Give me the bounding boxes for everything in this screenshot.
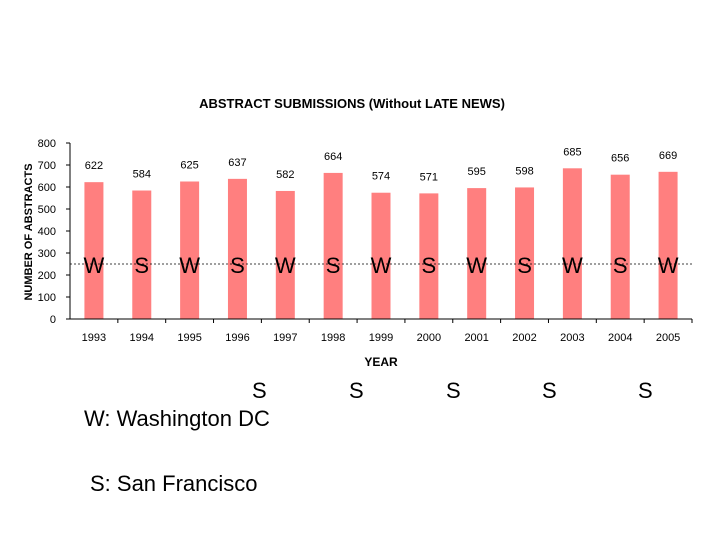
value-label: 656 [611, 153, 629, 165]
x-tick-label: 2002 [512, 332, 536, 344]
extra-letter: S [542, 378, 557, 403]
y-axis-label: NUMBER OF ABSTRACTS [23, 163, 35, 300]
bar [84, 182, 104, 319]
city-letter: W [84, 253, 105, 278]
city-letter: S [326, 253, 341, 278]
extra-letter: S [349, 378, 364, 403]
bars-group [84, 168, 678, 319]
bar [132, 190, 152, 319]
y-tick-label: 700 [38, 160, 56, 172]
x-tick-label: 1994 [130, 332, 154, 344]
city-letter: S [613, 253, 628, 278]
value-label: 664 [324, 151, 342, 163]
value-label: 582 [276, 169, 294, 181]
y-axis: 0 100 200 300 400 500 600 700 800 [38, 138, 70, 326]
y-tick-label: 0 [50, 314, 56, 326]
value-label: 595 [468, 166, 486, 178]
value-label: 571 [420, 171, 438, 183]
extra-letter: S [252, 378, 267, 403]
x-tick-label: 1993 [82, 332, 106, 344]
value-label: 622 [85, 160, 103, 172]
value-labels: 622 584 625 637 582 664 574 571 595 598 685 656 669 [85, 146, 678, 183]
x-tick-label: 1995 [177, 332, 201, 344]
city-letter: S [422, 253, 437, 278]
city-letter: W [658, 253, 679, 278]
value-label: 625 [180, 160, 198, 172]
bar [323, 172, 343, 319]
x-tick-label: 1999 [369, 332, 393, 344]
bar [515, 187, 535, 319]
y-tick-label: 500 [38, 204, 56, 216]
x-tick-label: 2001 [464, 332, 488, 344]
x-tick-label: 1997 [273, 332, 297, 344]
city-letter: S [517, 253, 532, 278]
extra-letter: S [446, 378, 461, 403]
bar [610, 174, 630, 319]
extra-letter: S [638, 378, 653, 403]
city-letter: W [371, 253, 392, 278]
bar [467, 188, 487, 319]
legend-san-francisco: S: San Francisco [90, 471, 258, 496]
city-letter: W [562, 253, 583, 278]
chart-title: ABSTRACT SUBMISSIONS (Without LATE NEWS) [199, 96, 505, 111]
value-label: 637 [228, 157, 246, 169]
x-tick-label: 1996 [225, 332, 249, 344]
y-tick-label: 100 [38, 292, 56, 304]
bar [227, 178, 247, 319]
city-letter: W [179, 253, 200, 278]
city-letter: W [275, 253, 296, 278]
x-tick-label: 2003 [560, 332, 584, 344]
bar [371, 192, 391, 319]
x-tick-label: 2004 [608, 332, 632, 344]
bar [658, 171, 678, 319]
bar [180, 181, 200, 319]
y-tick-label: 600 [38, 182, 56, 194]
city-letter: S [134, 253, 149, 278]
value-label: 584 [133, 169, 151, 181]
x-tick-label: 2005 [656, 332, 680, 344]
bar [562, 168, 582, 319]
legend-washington: W: Washington DC [84, 406, 270, 431]
y-tick-label: 400 [38, 226, 56, 238]
y-tick-label: 200 [38, 270, 56, 282]
x-axis: 1993 1994 1995 1996 1997 1998 1999 2000 2001 2002… [82, 319, 693, 344]
city-letter: S [230, 253, 245, 278]
value-label: 598 [515, 165, 533, 177]
y-tick-label: 300 [38, 248, 56, 260]
y-tick-label: 800 [38, 138, 56, 150]
value-label: 685 [563, 146, 581, 158]
bar [419, 193, 439, 319]
value-label: 574 [372, 171, 390, 183]
city-letter: W [466, 253, 487, 278]
x-tick-label: 2000 [417, 332, 441, 344]
value-label: 669 [659, 150, 677, 162]
x-tick-label: 1998 [321, 332, 345, 344]
x-axis-label: YEAR [364, 355, 398, 369]
bar [275, 190, 295, 319]
